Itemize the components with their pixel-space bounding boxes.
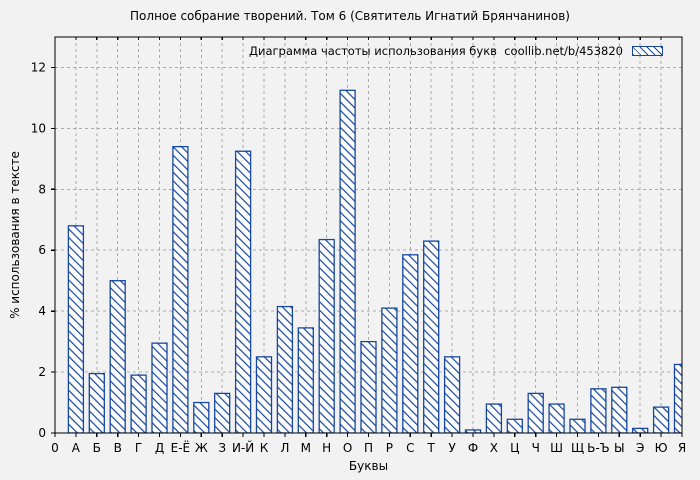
bar-Х <box>485 403 503 433</box>
bar-Ш <box>548 403 565 433</box>
bar-Я <box>673 363 682 433</box>
x-tick-label: Ы <box>614 441 625 455</box>
x-tick-label: З <box>218 441 226 455</box>
x-tick-label: О <box>343 441 352 455</box>
x-tick-label: Н <box>322 441 331 455</box>
y-tick-label: 12 <box>31 60 46 74</box>
x-tick-label: Ю <box>655 441 668 455</box>
x-tick-label: Ц <box>510 441 519 455</box>
x-tick-label: Х <box>490 441 498 455</box>
bar-Ц <box>506 418 523 433</box>
y-tick-label: 10 <box>31 121 46 135</box>
bar-Ы <box>611 386 628 433</box>
y-tick-label: 6 <box>38 243 46 257</box>
bar-А <box>67 225 85 433</box>
bar-Ю <box>652 406 670 433</box>
x-tick-label: Я <box>678 441 686 455</box>
x-tick-label: Г <box>135 441 142 455</box>
bar-М <box>297 327 314 433</box>
bar-Щ <box>569 418 586 433</box>
x-tick-label: Д <box>155 441 164 455</box>
x-tick-label: Л <box>280 441 289 455</box>
x-tick-label: Щ <box>571 441 584 455</box>
bar-Ь-Ъ <box>590 388 607 433</box>
x-tick-label: Е-Ё <box>171 440 191 455</box>
legend-swatch-hatched-icon <box>632 46 663 56</box>
bar-С <box>402 254 419 433</box>
x-tick-label: К <box>260 441 269 455</box>
bars-group <box>67 89 682 433</box>
bar-Н <box>318 238 335 433</box>
bar-И-Й <box>234 150 252 433</box>
x-tick-label: Р <box>386 441 393 455</box>
bar-Ч <box>527 392 544 433</box>
chart-title: Полное собрание творений. Том 6 (Святите… <box>130 9 570 23</box>
x-tick-label: Ч <box>532 441 540 455</box>
bar-Э <box>632 427 649 433</box>
x-tick-label: П <box>364 441 373 455</box>
x-tick-label: В <box>114 441 122 455</box>
x-origin-label: 0 <box>51 441 59 455</box>
y-tick-label: 8 <box>38 182 46 196</box>
x-tick-label: И-Й <box>232 440 254 455</box>
legend: Диаграмма частоты использования букв coo… <box>249 44 663 58</box>
bar-Р <box>381 307 398 433</box>
x-tick-label: Т <box>427 441 436 455</box>
x-tick-label: Ь-Ъ <box>587 441 610 455</box>
x-tick-label: Э <box>636 441 644 455</box>
bar-П <box>360 340 377 433</box>
x-axis-label: Буквы <box>348 459 389 473</box>
bar-Л <box>276 305 294 433</box>
x-tick-label: Ж <box>195 441 208 455</box>
x-tick-label: А <box>72 441 81 455</box>
bar-З <box>214 392 231 433</box>
bar-У <box>443 356 461 433</box>
y-tick-label: 0 <box>38 426 46 440</box>
x-tick-label: Ф <box>468 441 478 455</box>
y-tick-label: 2 <box>38 365 46 379</box>
bar-Ж <box>193 401 210 433</box>
tick-marks <box>51 37 683 437</box>
x-tick-label: М <box>301 441 311 455</box>
y-tick-label: 4 <box>38 304 46 318</box>
x-tick-label: У <box>448 441 456 455</box>
bar-Е-Ё <box>172 146 189 433</box>
x-tick-label: Б <box>93 441 101 455</box>
bar-Г <box>130 374 147 433</box>
bar-Т <box>423 240 440 433</box>
x-tick-label: Ш <box>550 441 563 455</box>
bar-В <box>109 280 126 433</box>
bar-О <box>339 89 356 433</box>
bar-Д <box>151 342 168 433</box>
bar-Б <box>88 372 105 433</box>
x-tick-label: С <box>406 441 414 455</box>
legend-label: Диаграмма частоты использования букв coo… <box>249 44 623 58</box>
bar-Ф <box>464 429 482 433</box>
bar-К <box>255 356 273 433</box>
y-axis-label: % использования в тексте <box>8 151 22 319</box>
